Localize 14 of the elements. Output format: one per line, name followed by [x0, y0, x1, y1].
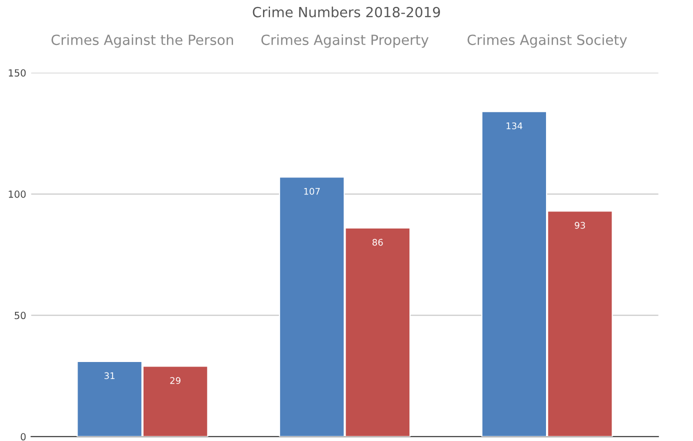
x-tick-label: Crimes Against Property: [261, 34, 429, 48]
y-tick-label: 0: [20, 433, 26, 440]
y-tick-label: 150: [8, 69, 26, 77]
data-label: 107: [304, 188, 320, 195]
data-label: 29: [170, 377, 180, 384]
x-tick-label: Crimes Against the Person: [52, 34, 234, 48]
data-label: 86: [372, 238, 383, 246]
data-label: 31: [104, 372, 114, 380]
y-tick-label: 100: [8, 190, 26, 198]
data-label: 93: [574, 222, 585, 229]
y-tick-label: 50: [14, 312, 26, 320]
chart-title: Crime Numbers 2018-2019: [252, 6, 440, 18]
data-label: 134: [506, 122, 522, 130]
x-tick-label: Crimes Against Society: [468, 34, 627, 48]
